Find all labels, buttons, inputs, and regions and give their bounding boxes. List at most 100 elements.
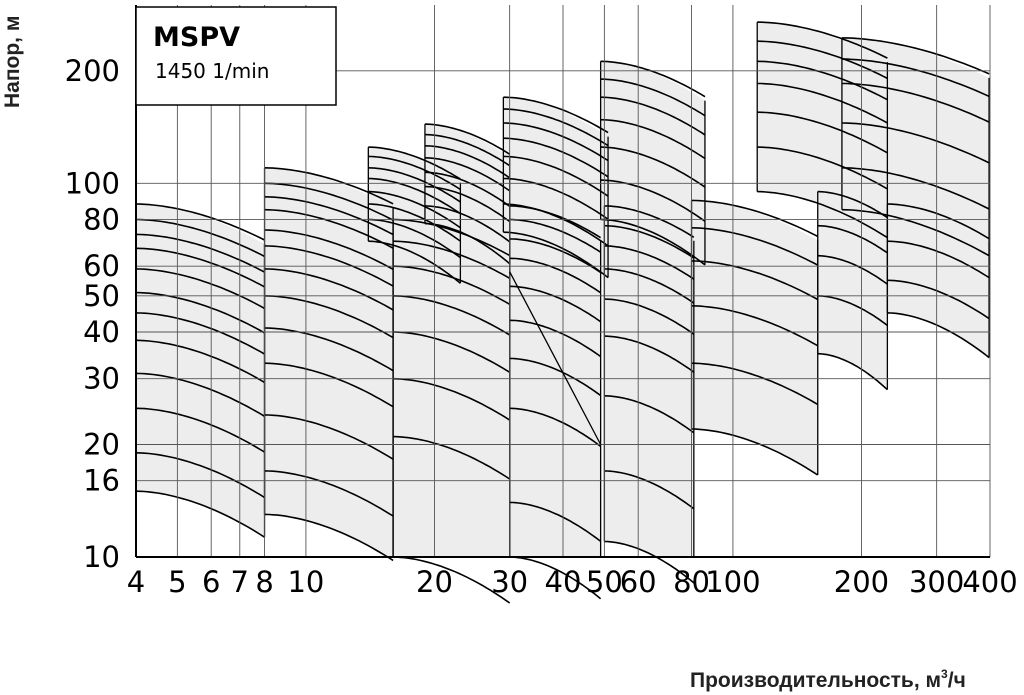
annotation-line-0 <box>509 271 602 445</box>
y-tick-label-1: 16 <box>83 464 120 498</box>
head-curve-3-3 <box>393 295 511 336</box>
head-curve-13-1 <box>887 240 990 279</box>
range-area-1 <box>264 167 394 558</box>
range-area-3 <box>393 219 510 557</box>
head-curve-5-4 <box>509 285 602 323</box>
head-curve-4-0 <box>424 123 511 155</box>
head-curve-8-1 <box>600 78 706 117</box>
chart-title: MSPV <box>153 22 240 53</box>
head-curve-bottom-5 <box>509 556 602 600</box>
y-tick-label-9: 200 <box>65 54 120 88</box>
head-curve-bottom-11 <box>817 352 888 391</box>
head-curve-0-5 <box>135 291 265 334</box>
head-curve-5-8 <box>509 501 602 542</box>
head-curve-3-0 <box>393 218 511 257</box>
head-curve-7-0 <box>604 205 695 238</box>
head-curve-bottom-7 <box>604 540 695 584</box>
range-area-12 <box>841 37 990 256</box>
head-curve-6-0 <box>503 96 609 134</box>
x-tick-label-5: 10 <box>287 565 324 599</box>
range-area-5 <box>509 205 601 557</box>
head-curve-1-11 <box>264 470 394 517</box>
head-curve-bottom-3 <box>393 556 511 604</box>
x-tick-label-6: 20 <box>416 565 453 599</box>
head-curve-12-1 <box>841 58 990 98</box>
head-curve-0-0 <box>135 203 265 241</box>
head-curve-8-3 <box>600 118 706 160</box>
x-tick-label-0: 4 <box>127 565 145 599</box>
head-curve-10-1 <box>757 40 888 80</box>
head-curve-bottom-13 <box>887 312 990 359</box>
head-curve-0-3 <box>135 247 265 288</box>
head-curve-10-5 <box>757 146 888 190</box>
head-curve-9-0 <box>691 199 819 238</box>
head-curve-11-3 <box>817 295 888 327</box>
x-tick-label-15: 400 <box>962 565 1017 599</box>
head-curve-7-6 <box>604 395 695 434</box>
chart-annotations <box>509 271 602 445</box>
head-curve-1-0 <box>264 167 394 205</box>
head-curve-0-2 <box>135 233 265 273</box>
head-curve-1-4 <box>264 229 394 271</box>
head-curve-1-9 <box>264 362 394 408</box>
x-tick-label-14: 300 <box>909 565 964 599</box>
head-curve-10-4 <box>757 111 888 154</box>
y-tick-label-3: 30 <box>83 362 120 396</box>
range-area-8 <box>600 61 705 265</box>
head-curve-8-2 <box>600 96 706 136</box>
head-curve-6-5 <box>503 177 609 220</box>
head-curve-0-8 <box>135 372 265 417</box>
head-curve-6-2 <box>503 122 609 162</box>
head-curve-7-7 <box>604 470 695 510</box>
x-axis-label-sup: 3 <box>941 667 948 681</box>
head-curve-3-1 <box>393 240 511 279</box>
head-curve-7-2 <box>604 245 695 280</box>
head-curve-0-10 <box>135 452 265 499</box>
y-tick-label-6: 60 <box>83 249 120 283</box>
x-tick-label-13: 200 <box>834 565 889 599</box>
head-curve-3-4 <box>393 331 511 373</box>
range-area-4 <box>424 124 510 264</box>
head-curve-2-4 <box>368 190 461 229</box>
y-tick-label-8: 100 <box>65 166 120 200</box>
range-area-11 <box>817 191 888 390</box>
head-curve-0-9 <box>135 407 265 453</box>
range-area-7 <box>604 205 694 557</box>
head-curve-2-2 <box>368 167 461 203</box>
x-tick-label-11: 80 <box>673 565 710 599</box>
head-curve-5-2 <box>509 238 602 274</box>
head-curve-2-3 <box>368 177 461 215</box>
head-curve-bottom-6 <box>503 231 609 279</box>
head-curve-11-1 <box>817 224 888 254</box>
head-curve-0-4 <box>135 268 265 310</box>
head-curve-0-7 <box>135 339 265 384</box>
head-curve-1-6 <box>264 268 394 311</box>
range-area-0 <box>136 204 265 538</box>
head-curve-8-4 <box>600 146 706 188</box>
y-tick-label-5: 50 <box>83 279 120 313</box>
head-curve-10-2 <box>757 60 888 101</box>
head-curve-4-2 <box>424 145 511 179</box>
head-curve-6-4 <box>503 155 609 197</box>
head-curve-5-3 <box>509 257 602 294</box>
head-curve-bottom-2 <box>368 240 461 284</box>
head-curve-4-5 <box>424 185 511 223</box>
x-tick-label-10: 60 <box>620 565 657 599</box>
head-curve-2-1 <box>368 155 461 191</box>
head-curve-5-6 <box>509 357 602 397</box>
head-curve-2-6 <box>368 218 461 259</box>
head-curve-bottom-4 <box>424 222 511 265</box>
head-curve-9-4 <box>691 362 819 406</box>
head-curve-6-3 <box>503 137 609 178</box>
x-tick-label-1: 5 <box>168 565 186 599</box>
head-curve-13-2 <box>887 279 990 320</box>
x-axis-label-suffix: /ч <box>948 669 966 692</box>
head-curve-bottom-9 <box>691 428 819 476</box>
head-curve-3-5 <box>393 377 511 421</box>
head-curve-0-6 <box>135 312 265 355</box>
x-tick-label-2: 6 <box>202 565 220 599</box>
x-axis-label-text: Производительность, м <box>690 669 941 692</box>
head-curve-4-6 <box>424 205 511 243</box>
head-curve-4-3 <box>424 157 511 192</box>
